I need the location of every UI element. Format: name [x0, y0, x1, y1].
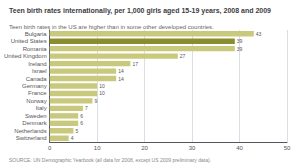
- svg-text:Teen birth rates in the US are: Teen birth rates in the US are higher th…: [9, 24, 214, 30]
- svg-text:9: 9: [94, 98, 97, 104]
- svg-text:6: 6: [80, 113, 83, 119]
- svg-text:Sweden: Sweden: [25, 113, 47, 119]
- svg-text:10: 10: [94, 145, 101, 151]
- svg-text:40: 40: [236, 145, 243, 151]
- svg-text:Norway: Norway: [26, 98, 46, 104]
- svg-text:30: 30: [189, 145, 196, 151]
- svg-text:0: 0: [48, 145, 52, 151]
- svg-text:10: 10: [99, 83, 105, 89]
- svg-text:7: 7: [85, 105, 88, 111]
- svg-text:27: 27: [180, 53, 186, 59]
- svg-text:14: 14: [118, 76, 124, 82]
- svg-text:10: 10: [99, 90, 105, 96]
- svg-text:14: 14: [118, 68, 124, 74]
- svg-text:SOURCE: UN Demographic Yearboo: SOURCE: UN Demographic Yearbook (all dat…: [9, 157, 211, 163]
- svg-text:Ireland: Ireland: [28, 61, 46, 67]
- svg-text:50: 50: [284, 145, 291, 151]
- svg-text:43: 43: [256, 31, 262, 37]
- svg-text:39: 39: [237, 38, 243, 44]
- svg-text:Teen birth rates international: Teen birth rates internationally, per 1,…: [9, 7, 271, 15]
- svg-text:4: 4: [71, 135, 74, 141]
- svg-text:Germany: Germany: [22, 83, 47, 89]
- svg-text:United Kingdom: United Kingdom: [4, 53, 47, 59]
- svg-text:39: 39: [237, 46, 243, 52]
- svg-text:Romania: Romania: [23, 46, 48, 52]
- svg-text:20: 20: [141, 145, 148, 151]
- svg-text:Canada: Canada: [26, 76, 48, 82]
- svg-text:Bulgaria: Bulgaria: [25, 31, 48, 37]
- svg-text:United States: United States: [11, 38, 47, 44]
- svg-text:Israel: Israel: [32, 68, 47, 74]
- svg-text:France: France: [28, 90, 47, 96]
- svg-text:Netherlands: Netherlands: [14, 128, 46, 134]
- svg-text:17: 17: [132, 61, 138, 67]
- svg-text:Denmark: Denmark: [22, 120, 47, 126]
- svg-text:Italy: Italy: [36, 105, 47, 111]
- svg-text:6: 6: [80, 120, 83, 126]
- svg-text:Switzerland: Switzerland: [16, 135, 47, 141]
- svg-text:5: 5: [75, 128, 78, 134]
